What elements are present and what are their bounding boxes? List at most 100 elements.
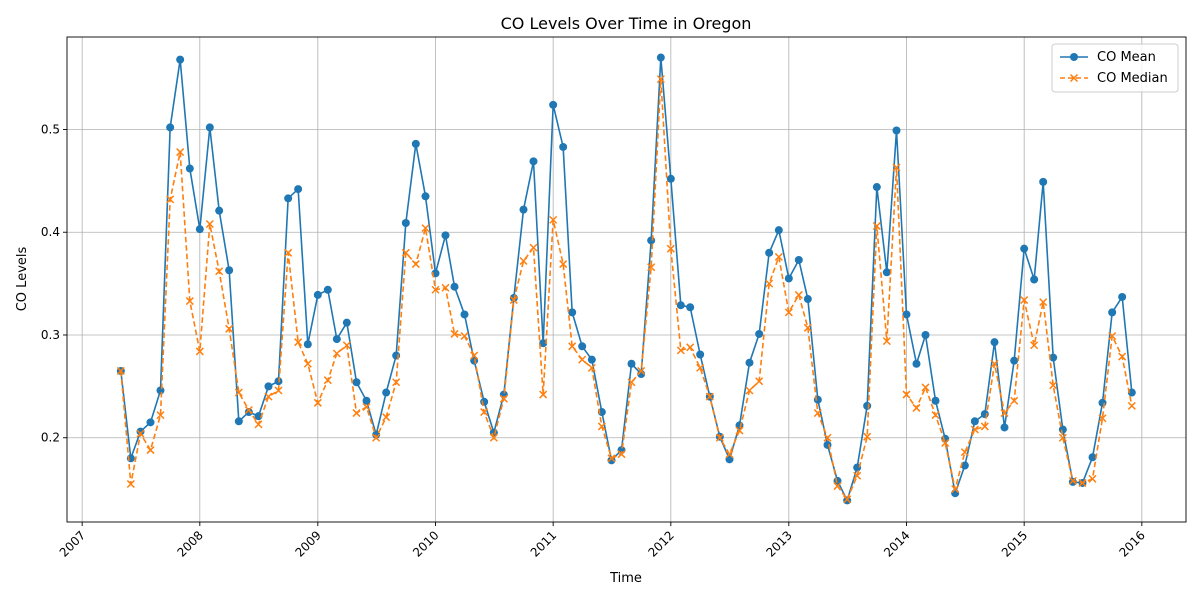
data-point: [647, 236, 656, 245]
data-point: [696, 363, 705, 372]
data-point: [421, 224, 430, 233]
data-point: [225, 266, 234, 275]
data-point: [136, 429, 145, 438]
data-point: [813, 409, 822, 418]
data-point: [1000, 409, 1009, 418]
data-point: [872, 222, 881, 231]
data-point: [460, 331, 469, 341]
data-point: [1108, 331, 1117, 341]
data-point: [784, 274, 793, 283]
data-point: [313, 290, 322, 299]
data-point: [960, 461, 969, 470]
data-point: [970, 417, 979, 426]
data-point: [902, 310, 911, 319]
data-point: [539, 339, 548, 348]
data-point: [823, 433, 832, 442]
y-tick-label: 0.4: [41, 225, 60, 239]
data-point: [892, 126, 901, 135]
data-point: [803, 323, 812, 332]
legend-box: [1051, 43, 1179, 93]
legend: CO Mean CO Median: [1051, 43, 1179, 93]
plot-frame: [66, 36, 1187, 523]
data-point: [254, 412, 263, 421]
x-axis-label: Time: [609, 571, 642, 586]
data-point: [441, 283, 450, 292]
data-point: [882, 337, 891, 346]
data-point: [264, 392, 273, 401]
data-point: [244, 408, 253, 417]
data-point: [146, 446, 155, 455]
data-point: [1010, 356, 1019, 365]
data-point: [382, 413, 391, 422]
data-point: [921, 330, 930, 339]
data-point: [755, 377, 764, 386]
data-point: [303, 359, 312, 368]
data-point: [519, 256, 528, 266]
data-point: [205, 123, 214, 132]
data-point: [1030, 341, 1039, 350]
data-point: [686, 303, 695, 312]
data-point: [872, 183, 881, 192]
data-point: [411, 139, 420, 148]
data-point: [647, 263, 656, 272]
data-point: [342, 341, 351, 350]
chart-title: CO Levels Over Time in Oregon: [501, 14, 752, 33]
data-point: [392, 351, 401, 360]
data-point: [990, 338, 999, 347]
data-point: [1020, 244, 1029, 253]
data-point: [254, 420, 263, 429]
data-point: [745, 358, 754, 367]
data-point: [568, 308, 577, 317]
data-point: [951, 485, 960, 494]
data-point: [126, 479, 135, 489]
data-point: [244, 405, 253, 415]
data-point: [234, 388, 243, 397]
x-gridlines: [81, 37, 1143, 522]
data-point: [362, 402, 371, 411]
data-point: [765, 248, 774, 257]
data-point: [1068, 476, 1077, 485]
data-point: [136, 427, 145, 436]
data-point: [166, 123, 175, 132]
data-point: [1078, 478, 1087, 487]
data-point: [970, 425, 979, 434]
data-point: [529, 157, 538, 166]
data-point: [539, 390, 548, 399]
data-point: [382, 388, 391, 397]
data-point: [921, 383, 930, 392]
data-point: [146, 418, 155, 427]
data-point: [185, 164, 194, 173]
data-point: [902, 390, 911, 399]
data-point: [1049, 353, 1058, 362]
data-point: [519, 205, 528, 214]
data-point: [1118, 352, 1127, 361]
data-point: [460, 310, 469, 319]
data-point: [480, 397, 489, 406]
legend-mean-label: CO Mean: [1097, 50, 1156, 65]
data-point: [912, 403, 921, 412]
data-point: [951, 489, 960, 498]
data-point: [431, 285, 440, 294]
data-point: [892, 163, 901, 172]
data-point: [323, 285, 332, 294]
data-point: [607, 456, 616, 465]
data-point: [166, 195, 175, 204]
data-point: [637, 366, 646, 375]
data-point: [627, 378, 636, 387]
data-point: [1118, 292, 1127, 301]
data-point: [666, 174, 675, 183]
data-point: [627, 359, 636, 368]
data-point: [313, 398, 322, 407]
data-point: [352, 378, 361, 387]
data-point: [529, 243, 538, 252]
data-point: [392, 378, 401, 387]
data-point: [421, 192, 430, 201]
data-point: [559, 260, 568, 269]
data-point: [450, 282, 459, 291]
data-point: [597, 422, 606, 431]
data-point: [116, 366, 125, 375]
data-point: [960, 448, 969, 457]
data-point: [725, 455, 734, 464]
data-point: [656, 53, 665, 62]
data-point: [587, 363, 596, 372]
